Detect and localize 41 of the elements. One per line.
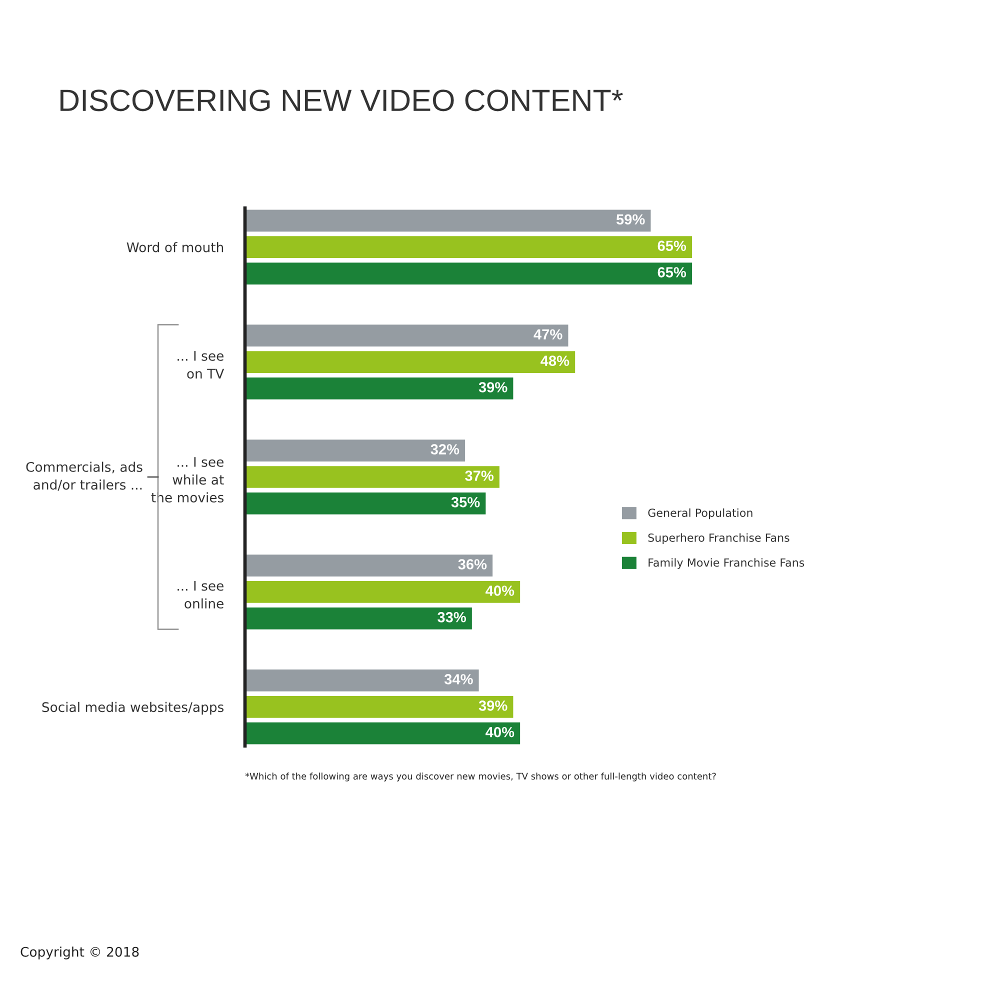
bar [245,581,520,603]
data-label: 37% [465,470,494,481]
text: *Which of the following are ways you discover new movies, TV shows or other full-length video content? [245,772,716,782]
bar [245,210,651,232]
bar [245,554,493,576]
bar [245,236,692,258]
bar [245,696,514,718]
bar [245,466,500,488]
legend-label: Family Movie Franchise Fans [648,558,804,569]
data-label: 39% [478,382,508,392]
y-tick-label: Word of mouth [126,242,224,252]
data-label: 32% [430,444,460,454]
data-label: 39% [478,700,508,711]
data-label: 34% [444,674,473,684]
data-label: 65% [658,267,686,278]
y-tick-label: ... I see on TV [178,351,224,379]
data-label: 36% [458,559,487,570]
bar [245,492,486,514]
y-tick-label: Social media websites/apps [42,702,224,715]
data-label: 59% [616,214,645,225]
data-label: 35% [451,497,480,508]
legend-label: General Population [648,508,752,520]
data-label: 65% [658,240,686,251]
bar [245,670,479,692]
data-label: 40% [486,586,514,596]
bar [245,351,576,373]
data-label: 47% [534,329,562,340]
y-tick-label: ... I see online [178,580,224,609]
text: Copyright © 2018 [20,946,139,960]
bar [245,378,514,400]
legend-label: Superhero Franchise Fans [648,533,790,544]
bar [245,440,466,462]
bar [245,607,472,630]
chart-title: DISCOVERING NEW VIDEO CONTENT* [60,90,623,112]
data-label: 33% [438,612,466,622]
bar [245,722,520,744]
bar [245,262,692,284]
data-label: 48% [540,356,570,366]
text: Commercials, ads and/or trailers ... [26,462,142,491]
data-label: 40% [486,726,514,738]
bar [245,324,568,347]
